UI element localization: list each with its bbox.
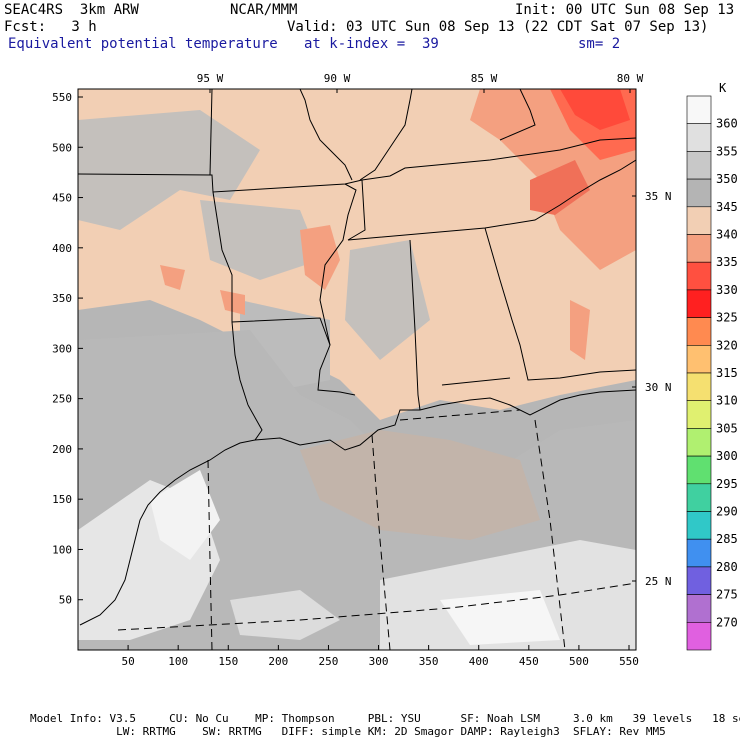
- y-tick-label: 50: [59, 594, 72, 607]
- colorbar-swatch: [686, 511, 712, 540]
- y-tick-label: 100: [52, 543, 72, 556]
- y-tick-label: 200: [52, 443, 72, 456]
- x-tick-label: 200: [268, 655, 288, 668]
- colorbar-swatch: [686, 483, 712, 512]
- colorbar-level: 305: [716, 421, 738, 435]
- center-label: NCAR/MMM: [230, 2, 298, 18]
- y-tick-label: 300: [52, 342, 72, 355]
- y-tick-label: 500: [52, 141, 72, 154]
- colorbar-swatch: [686, 428, 712, 457]
- colorbar-level: 325: [716, 311, 738, 325]
- x-tick-label: 400: [469, 655, 489, 668]
- colorbar-swatch: [686, 289, 712, 318]
- longitude-label: 80 W: [617, 72, 644, 85]
- valid-time: Valid: 03 UTC Sun 08 Sep 13 (22 CDT Sat …: [287, 19, 709, 35]
- colorbar-level: 330: [716, 283, 738, 297]
- colorbar-swatch: [686, 372, 712, 402]
- colorbar-level: 315: [716, 366, 738, 380]
- colorbar: K 360 355 350 345 340 335 330 325 320 315 310 305 300…: [686, 81, 738, 651]
- colorbar-swatch: [686, 455, 712, 485]
- y-tick-label: 250: [52, 393, 72, 406]
- colorbar-level: 360: [716, 117, 738, 131]
- latitude-label: 35 N: [645, 190, 672, 203]
- colorbar-level: 355: [716, 144, 738, 158]
- longitude-labels: 95 W 90 W 85 W 80 W: [197, 72, 644, 93]
- x-tick-label: 350: [419, 655, 439, 668]
- colorbar-swatch: [686, 178, 712, 208]
- colorbar-swatch: [686, 400, 712, 429]
- x-tick-label: 550: [619, 655, 639, 668]
- y-tick-label: 400: [52, 242, 72, 255]
- model-info-line-1: Model Info: V3.5 CU: No Cu MP: Thompson …: [30, 712, 740, 725]
- theta-e-field: [78, 89, 636, 650]
- colorbar-swatch: [686, 566, 712, 595]
- latitude-labels: 35 N 30 N 25 N: [632, 190, 672, 588]
- colorbar-swatch: [686, 317, 712, 346]
- project-title: SEAC4RS 3km ARW: [4, 2, 139, 18]
- x-tick-label: 500: [569, 655, 589, 668]
- x-tick-label: 250: [319, 655, 339, 668]
- colorbar-level: 280: [716, 560, 738, 574]
- x-tick-label: 300: [369, 655, 389, 668]
- boundary-lines: [78, 89, 636, 650]
- colorbar-swatch: [686, 261, 712, 291]
- colorbar-level: 295: [716, 477, 738, 491]
- colorbar-level: 335: [716, 255, 738, 269]
- y-tick-label: 450: [52, 192, 72, 205]
- colorbar-swatch: [686, 95, 712, 125]
- y-axis: 50 100 150 200 250 300 350 400 450 500 550: [52, 91, 83, 607]
- colorbar-swatch: [686, 151, 712, 180]
- colorbar-level: 300: [716, 449, 738, 463]
- colorbar-level: 350: [716, 172, 738, 186]
- x-tick-label: 150: [218, 655, 238, 668]
- colorbar-level: 310: [716, 394, 738, 408]
- x-axis: 50 100 150 200 250 300 350 400 450 500 550: [121, 645, 639, 668]
- latitude-label: 30 N: [645, 381, 672, 394]
- model-info-line-2: LW: RRTMG SW: RRTMG DIFF: simple KM: 2D …: [30, 725, 666, 738]
- colorbar-swatch: [686, 123, 712, 152]
- x-tick-label: 50: [121, 655, 134, 668]
- colorbar-level: 285: [716, 532, 738, 546]
- plot-frame: [77, 88, 637, 651]
- longitude-label: 95 W: [197, 72, 224, 85]
- field-name: Equivalent potential temperature: [8, 36, 278, 52]
- longitude-label: 90 W: [324, 72, 351, 85]
- colorbar-level: 340: [716, 228, 738, 242]
- smoothing-label: sm= 2: [578, 36, 621, 52]
- y-tick-label: 550: [52, 91, 72, 104]
- colorbar-unit: K: [719, 81, 727, 95]
- colorbar-swatch: [686, 234, 712, 263]
- colorbar-swatch: [686, 594, 712, 623]
- latitude-label: 25 N: [645, 575, 672, 588]
- colorbar-level: 345: [716, 200, 738, 214]
- level-label: at k-index = 39: [304, 36, 439, 52]
- colorbar-swatch: [686, 344, 712, 374]
- colorbar-level: 270: [716, 615, 738, 629]
- x-tick-label: 450: [519, 655, 539, 668]
- forecast-hour: Fcst: 3 h: [4, 19, 97, 35]
- longitude-label: 85 W: [471, 72, 498, 85]
- x-tick-label: 100: [168, 655, 188, 668]
- colorbar-level: 275: [716, 588, 738, 602]
- colorbar-swatch: [686, 206, 712, 235]
- init-time: Init: 00 UTC Sun 08 Sep 13: [515, 2, 735, 18]
- colorbar-level: 290: [716, 505, 738, 519]
- colorbar-swatch: [686, 538, 712, 568]
- colorbar-swatch: [686, 621, 712, 651]
- y-tick-label: 150: [52, 493, 72, 506]
- y-tick-label: 350: [52, 292, 72, 305]
- colorbar-level: 320: [716, 338, 738, 352]
